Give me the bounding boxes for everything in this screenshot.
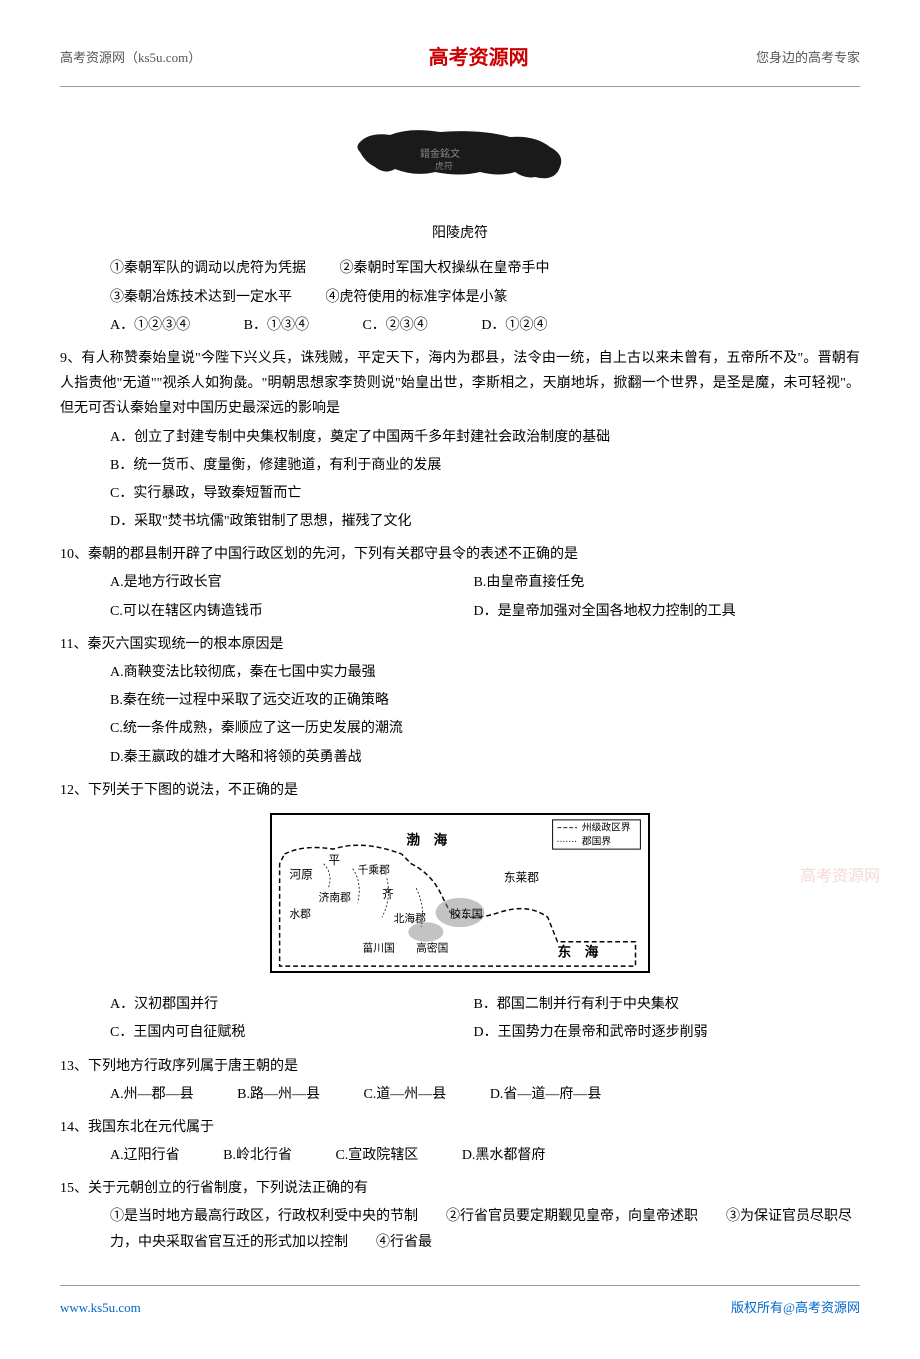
q8-c: C．②③④	[362, 313, 427, 338]
map-shuijun: 水郡	[289, 908, 311, 920]
q8-statements-row2: ③秦朝冶炼技术达到一定水平 ④虎符使用的标准字体是小篆	[60, 285, 860, 310]
watermark: 高考资源网	[800, 863, 880, 892]
q14-a: A.辽阳行省	[110, 1143, 180, 1168]
q12-text: 12、下列关于下图的说法，不正确的是	[60, 778, 860, 803]
q10-c: C.可以在辖区内铸造钱币	[110, 599, 470, 624]
map-gaomi: 高密国	[416, 941, 448, 954]
map-ping: 平	[328, 854, 340, 867]
q12-d: D．王国势力在景帝和武帝时逐步削弱	[474, 1020, 834, 1045]
q8-s1: ①秦朝军队的调动以虎符为凭据	[110, 256, 306, 281]
q12-b: B．郡国二制并行有利于中央集权	[474, 992, 834, 1017]
q8-s4: ④虎符使用的标准字体是小篆	[326, 285, 508, 310]
page-header: 高考资源网（ks5u.com） 高考资源网 您身边的高考专家	[60, 40, 860, 87]
tiger-caption: 阳陵虎符	[60, 221, 860, 246]
q8-d: D．①②④	[481, 313, 547, 338]
q12-row2: C．王国内可自征赋税 D．王国势力在景帝和武帝时逐步削弱	[60, 1020, 860, 1045]
q8-statements-row1: ①秦朝军队的调动以虎符为凭据 ②秦朝时军国大权操纵在皇帝手中	[60, 256, 860, 281]
q9-a: A．创立了封建专制中央集权制度，奠定了中国两千多年封建社会政治制度的基础	[60, 425, 860, 450]
q9-b: B．统一货币、度量衡，修建驰道，有利于商业的发展	[60, 453, 860, 478]
q14-d: D.黑水都督府	[462, 1143, 546, 1168]
q11-b: B.秦在统一过程中采取了远交近攻的正确策略	[60, 688, 860, 713]
q14-text: 14、我国东北在元代属于	[60, 1115, 860, 1140]
q10-b: B.由皇帝直接任免	[474, 570, 834, 595]
q10-row2: C.可以在辖区内铸造钱币 D．是皇帝加强对全国各地权力控制的工具	[60, 599, 860, 624]
q13-options: A.州—郡—县 B.路—州—县 C.道—州—县 D.省—道—府—县	[60, 1082, 860, 1107]
q12-row1: A．汉初郡国并行 B．郡国二制并行有利于中央集权	[60, 992, 860, 1017]
map-legend2: 郡国界	[582, 835, 611, 847]
q10-a: A.是地方行政长官	[110, 570, 470, 595]
q13-b: B.路—州—县	[237, 1082, 320, 1107]
q8-s2: ②秦朝时军国大权操纵在皇帝手中	[340, 256, 550, 281]
q8-b: B．①③④	[244, 313, 309, 338]
q15-text: 15、关于元朝创立的行省制度，下列说法正确的有	[60, 1176, 860, 1201]
header-left: 高考资源网（ks5u.com）	[60, 46, 201, 69]
q8-s3: ③秦朝冶炼技术达到一定水平	[110, 285, 292, 310]
q8-a: A．①②③④	[110, 313, 190, 338]
q15-statements: ①是当时地方最高行政区，行政权利受中央的节制 ②行省官员要定期觐见皇帝，向皇帝述…	[60, 1204, 860, 1254]
q11-a: A.商鞅变法比较彻底，秦在七国中实力最强	[60, 660, 860, 685]
q14-c: C.宣政院辖区	[335, 1143, 418, 1168]
footer-left: www.ks5u.com	[60, 1296, 141, 1319]
q9-d: D．采取"焚书坑儒"政策钳制了思想，摧残了文化	[60, 509, 860, 534]
map-jinan: 济南郡	[319, 891, 351, 904]
q11-d: D.秦王嬴政的雄才大略和将领的英勇善战	[60, 745, 860, 770]
map-container: 州级政区界 郡国界 渤 海 平 河原 千乘郡 济南郡 齐 北海郡 水郡 菑川国 …	[60, 813, 860, 982]
q12-a: A．汉初郡国并行	[110, 992, 470, 1017]
q13-c: C.道—州—县	[363, 1082, 446, 1107]
q10-d: D．是皇帝加强对全国各地权力控制的工具	[474, 599, 834, 624]
q13-text: 13、下列地方行政序列属于唐王朝的是	[60, 1054, 860, 1079]
q14-options: A.辽阳行省 B.岭北行省 C.宣政院辖区 D.黑水都督府	[60, 1143, 860, 1168]
header-right: 您身边的高考专家	[756, 46, 860, 69]
q14-b: B.岭北行省	[223, 1143, 292, 1168]
q8-options: A．①②③④ B．①③④ C．②③④ D．①②④	[60, 313, 860, 338]
map-heyuan: 河原	[289, 868, 313, 881]
tiger-image: 錯金銘文 虎符	[60, 107, 860, 216]
map-qiancheng: 千乘郡	[358, 864, 390, 876]
map-legend1: 州级政区界	[582, 821, 631, 834]
header-center: 高考资源网	[429, 40, 529, 76]
q12-c: C．王国内可自征赋税	[110, 1020, 470, 1045]
q11-c: C.统一条件成熟，秦顺应了这一历史发展的潮流	[60, 716, 860, 741]
map-donglai: 东莱郡	[504, 871, 539, 884]
map-beihai: 北海郡	[394, 912, 426, 925]
q11-text: 11、秦灭六国实现统一的根本原因是	[60, 632, 860, 657]
map-bohai: 渤 海	[406, 831, 447, 847]
q9-text: 9、有人称赞秦始皇说"今陛下兴义兵，诛残贼，平定天下，海内为郡县，法令由一统，自…	[60, 346, 860, 422]
page-footer: www.ks5u.com 版权所有@高考资源网	[60, 1285, 860, 1319]
q13-d: D.省—道—府—县	[490, 1082, 602, 1107]
footer-right: 版权所有@高考资源网	[731, 1296, 860, 1319]
q10-text: 10、秦朝的郡县制开辟了中国行政区划的先河，下列有关郡守县令的表述不正确的是	[60, 542, 860, 567]
q9-c: C．实行暴政，导致秦短暂而亡	[60, 481, 860, 506]
map-donghai: 东 海	[558, 943, 599, 959]
map-jiaodong: 胶东国	[450, 907, 482, 920]
svg-text:虎符: 虎符	[435, 160, 453, 171]
map-zichuan: 菑川国	[363, 942, 395, 954]
svg-text:錯金銘文: 錯金銘文	[420, 147, 460, 160]
q10-row1: A.是地方行政长官 B.由皇帝直接任免	[60, 570, 860, 595]
map-qi: 齐	[382, 887, 394, 901]
q13-a: A.州—郡—县	[110, 1082, 194, 1107]
